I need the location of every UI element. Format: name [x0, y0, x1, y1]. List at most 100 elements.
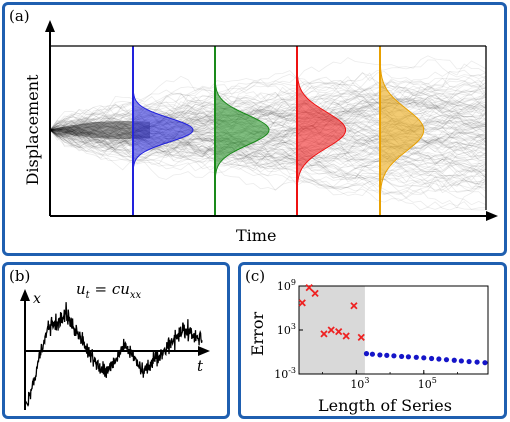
- trajectory-line: [49, 96, 487, 151]
- trajectory-line: [49, 129, 487, 173]
- error-point-x: [298, 299, 306, 307]
- x-axis-title: t: [197, 357, 204, 375]
- y-tick-label: 103: [277, 322, 296, 337]
- trajectory-line: [49, 129, 487, 162]
- diffusion-equation: ut = cuxx: [76, 280, 142, 301]
- trajectory-line: [49, 128, 487, 173]
- trajectory-line: [49, 119, 487, 175]
- trajectory-line: [49, 94, 487, 131]
- trajectory-line: [49, 125, 487, 181]
- trajectory-line: [49, 81, 487, 135]
- trajectory-line: [49, 93, 487, 151]
- trajectory-line: [49, 117, 487, 152]
- trajectory-line: [49, 94, 487, 131]
- trajectory-line: [49, 98, 487, 138]
- trajectory-line: [49, 127, 487, 206]
- trajectory-line: [49, 98, 487, 142]
- error-point-dot: [474, 359, 480, 365]
- trajectory-line: [49, 92, 487, 135]
- error-point-dot: [428, 355, 435, 362]
- trajectory-line: [49, 81, 487, 131]
- trajectory-line: [49, 97, 487, 152]
- trajectory-line: [49, 75, 487, 135]
- y-axis-arrow: [45, 20, 55, 216]
- trajectory-line: [49, 86, 487, 131]
- trajectory-line: [49, 117, 487, 163]
- error-point-dot: [421, 355, 427, 361]
- trajectory-line: [49, 129, 487, 196]
- trajectory-line: [49, 59, 487, 137]
- error-point-dot: [405, 354, 412, 360]
- trajectory-line: [49, 70, 487, 133]
- trajectory-line: [49, 129, 487, 172]
- y-axis-arrow: [20, 289, 30, 410]
- trajectory-line: [49, 128, 487, 188]
- trajectory-line: [49, 109, 487, 155]
- trajectory-line: [49, 129, 487, 199]
- density-profile: [379, 46, 425, 214]
- trajectory-line: [49, 109, 487, 164]
- error-point-x: [327, 326, 335, 334]
- trajectory-line: [49, 124, 487, 196]
- trajectory-line: [49, 127, 487, 157]
- density-profile: [214, 70, 270, 190]
- trajectory-line: [49, 129, 487, 170]
- trajectory-line: [49, 120, 487, 211]
- x-axis-title: Length of Series: [318, 396, 452, 415]
- y-axis-title: Displacement: [23, 74, 42, 185]
- trajectory-line: [49, 81, 487, 134]
- trajectory-line: [49, 96, 487, 132]
- density-profile: [132, 82, 194, 178]
- trajectory-line: [49, 127, 487, 179]
- error-point-dot: [466, 358, 472, 365]
- y-tick-label: 109: [277, 278, 296, 293]
- trajectory-line: [49, 86, 487, 131]
- trajectory-line: [49, 129, 487, 176]
- y-tick-label: 10-3: [274, 366, 296, 381]
- trajectory-line: [49, 63, 487, 142]
- error-point-x: [311, 289, 319, 297]
- trajectory-line: [49, 98, 487, 140]
- panel-c-label: (c): [245, 267, 266, 285]
- x-tick-label: 105: [418, 376, 437, 391]
- trajectory-line: [49, 129, 487, 174]
- trajectory-line: [49, 129, 487, 192]
- trajectory-line: [49, 55, 487, 131]
- error-point-dot: [369, 351, 376, 357]
- trajectory-line: [49, 129, 487, 163]
- tick-marks: 109 103 10-3 103 105: [274, 278, 458, 391]
- trajectory-line: [50, 123, 487, 162]
- error-point-x: [342, 332, 350, 340]
- trajectory-line: [49, 129, 487, 188]
- plot-frame: [50, 45, 487, 210]
- trajectory-line: [49, 122, 487, 179]
- trajectory-line: [49, 125, 487, 183]
- trajectory-line: [49, 97, 487, 155]
- trajectory-line: [49, 83, 487, 132]
- trajectory-line: [49, 93, 487, 136]
- trajectory-line: [49, 124, 487, 190]
- trajectory-line: [49, 71, 487, 138]
- trajectory-line: [49, 123, 487, 209]
- trajectory-line: [49, 123, 487, 163]
- error-point-x: [350, 302, 358, 310]
- trajectory-line: [49, 77, 487, 144]
- error-point-dot: [391, 353, 397, 359]
- trajectory-line: [49, 72, 487, 132]
- trajectory-line: [49, 124, 487, 166]
- density-profile: [296, 58, 347, 202]
- trajectory-line: [49, 110, 487, 166]
- trajectory-line: [49, 85, 487, 145]
- trajectory-line: [49, 88, 487, 140]
- trajectory-line: [49, 98, 487, 139]
- error-point-x: [357, 333, 365, 341]
- trajectory-line: [49, 129, 487, 190]
- trajectory-line: [49, 76, 487, 131]
- trajectory-line: [49, 94, 487, 188]
- error-point-dot: [443, 357, 450, 363]
- trajectory-line: [49, 122, 487, 188]
- trajectory-line: [49, 129, 487, 195]
- trajectory-line: [49, 128, 487, 162]
- trajectory-line: [49, 128, 487, 160]
